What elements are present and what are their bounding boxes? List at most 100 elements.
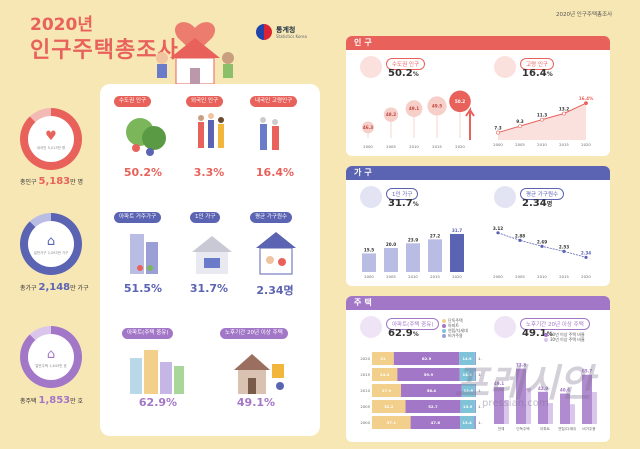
type-seg-0-2 xyxy=(459,352,475,365)
metro-chart: 46.3 2000 48.2 2005 49.1 2010 49.5 2015 50.2 2020 xyxy=(362,90,475,149)
household-caption: 일반가구 2,093만 가구 xyxy=(33,250,69,255)
household-panel: 가구 1인 가구 31.7% 15.5 2000 20.0 2005 23.9 2010 2… xyxy=(346,166,610,286)
metro-pop-pill: 수도권 인구 xyxy=(114,96,152,107)
old-house-icon xyxy=(494,316,516,338)
old-bar-1 xyxy=(516,368,526,424)
type-seg-0-3 xyxy=(474,352,476,365)
type-seg-label-1-1: 59.9 xyxy=(424,372,434,377)
household-illustration xyxy=(130,232,296,275)
type-seg-2-0 xyxy=(372,384,402,397)
type-seg-label-4-1: 47.6 xyxy=(431,420,441,425)
single-bar-2 xyxy=(406,243,420,272)
statistics-korea-logo: 통계청 Statistics Korea xyxy=(256,24,307,40)
aged-chart: 7.3 2000 9.3 2005 11.3 2010 13.2 2015 16.4% 2020 xyxy=(493,96,594,147)
aged-tick-2: 2010 xyxy=(537,142,547,147)
old-bar30-3 xyxy=(570,404,575,424)
total-population: 총인구 5,183만 명 xyxy=(20,176,84,187)
highlight-card: 수도권 인구 외국인 인구 내국인 고령인구 50.2% 3.3% 16.4% … xyxy=(100,84,320,436)
aged-tick-1: 2005 xyxy=(515,142,525,147)
total-housing: 총주택 1,853만 호 xyxy=(20,395,84,406)
metro-bubble-4 xyxy=(449,90,471,113)
size-point-1 xyxy=(518,238,522,242)
housing-ring: ⌂ 일반주택 1,643만 호 xyxy=(20,326,82,388)
year-label: 2020년 xyxy=(30,15,93,35)
type-seg-0-0 xyxy=(372,352,394,365)
single-label-3: 27.2 xyxy=(430,233,440,238)
old-housing-chart: 49.1 전체 73.8 단독주택 42.9 아파트 40.6 연립/다세대 65.7 비거주용 xyxy=(494,363,597,431)
single-tick-0: 2000 xyxy=(364,274,374,279)
type-seg-0-1 xyxy=(393,352,460,365)
single-label-1: 20.0 xyxy=(386,242,396,247)
old-headline: 49.1% xyxy=(522,328,553,339)
single-label-4: 31.7 xyxy=(452,228,462,233)
apt-household-value: 51.5% xyxy=(123,282,163,295)
aged-label-1: 9.3 xyxy=(516,119,524,124)
aged-pop-pill: 내국인 고령인구 xyxy=(250,96,298,107)
old-label-1: 73.8 xyxy=(516,363,526,368)
single-subtitle: 1인 가구 xyxy=(386,188,419,200)
aged-label-0: 7.3 xyxy=(494,126,502,131)
house-icon: ⌂ xyxy=(46,233,56,249)
housing-type-chart: 2020 21 62.9 14.9 1.2 2015 24.4 59.9 14.6 1.2 2010… xyxy=(360,352,482,429)
metro-tick-3: 2015 xyxy=(432,144,442,149)
metro-bubble-0 xyxy=(362,121,374,134)
type-seg-2-1 xyxy=(401,384,462,397)
size-chart: 3.12 2000 2.88 2005 2.69 2010 2.53 2015 2.34 2020 xyxy=(493,226,592,279)
size-subtitle: 평균 가구원수 xyxy=(520,188,565,200)
type-seg-4-2 xyxy=(460,416,475,429)
type-seg-4-1 xyxy=(410,416,461,429)
old-tick-1: 단독주택 xyxy=(516,426,529,431)
type-seg-label-1-3: 1.2 xyxy=(478,372,482,377)
single-house-icon xyxy=(360,186,382,208)
housing-panel-title: 주택 xyxy=(346,296,610,310)
metro-bubble-1 xyxy=(383,107,399,122)
legend-20yr: 20년 이상 주택 비율 xyxy=(544,332,585,337)
page-title: 인구주택총조사 xyxy=(30,38,179,63)
single-label-0: 15.5 xyxy=(364,247,374,252)
legend-multiplex: 연립/다세대 xyxy=(442,328,468,333)
aged-tick-4: 2020 xyxy=(581,142,591,147)
housing-type-legend: 단독주택 아파트 연립/다세대 비거주용 xyxy=(442,318,468,338)
apt-household-pill: 아파트 거주가구 xyxy=(114,212,162,223)
type-seg-3-3 xyxy=(474,400,476,413)
type-seg-1-0 xyxy=(372,368,398,381)
type-seg-label-2-1: 58.4 xyxy=(427,388,437,393)
population-illustration xyxy=(126,113,279,156)
family-house-illustration xyxy=(156,22,234,85)
old-bar30-4 xyxy=(592,391,597,424)
apartment-icon xyxy=(360,316,382,338)
elderly-icon xyxy=(494,56,516,78)
type-seg-label-3-0: 32.2 xyxy=(384,404,394,409)
size-tick-1: 2005 xyxy=(515,274,525,279)
single-bar-3 xyxy=(428,239,442,272)
metro-icon xyxy=(360,56,382,78)
housing-panel: 주택 아파트(주택 중유) 62.9% 단독주택 아파트 연립/다세대 비거주용… xyxy=(346,296,610,442)
type-row-label-1: 2015 xyxy=(360,372,370,377)
type-seg-3-2 xyxy=(460,400,475,413)
metro-tick-2: 2010 xyxy=(409,144,419,149)
population-ring: ♥ 내국인 5,013만 명 xyxy=(20,108,82,170)
population-caption: 내국인 5,013만 명 xyxy=(36,145,66,150)
legend-nonresidential: 비거주용 xyxy=(442,333,468,338)
type-row-label-2: 2010 xyxy=(360,388,370,393)
type-seg-4-3 xyxy=(474,416,476,429)
type-seg-label-3-2: 13.9 xyxy=(463,404,473,409)
aged-point-0 xyxy=(496,130,500,135)
single-household-value: 31.7% xyxy=(189,282,229,295)
family-icon xyxy=(494,186,516,208)
old-label-4: 65.7 xyxy=(582,369,592,374)
foreign-pop-value: 3.3% xyxy=(193,166,225,179)
size-tick-2: 2010 xyxy=(537,274,547,279)
size-tick-3: 2015 xyxy=(559,274,569,279)
source-label: 2020년 인구주택총조사 xyxy=(556,12,613,18)
old-bar-4 xyxy=(582,374,592,424)
population-panel-title: 인구 xyxy=(346,36,610,50)
type-seg-4-0 xyxy=(372,416,411,429)
metro-tick-4: 2020 xyxy=(455,144,465,149)
metro-tick-0: 2000 xyxy=(363,144,373,149)
metro-bubble-2 xyxy=(405,100,423,118)
aged-point-3 xyxy=(562,111,566,116)
aged-point-4 xyxy=(584,101,588,106)
size-tick-4: 2020 xyxy=(581,274,591,279)
type-seg-label-0-3: 1.2 xyxy=(478,356,482,361)
